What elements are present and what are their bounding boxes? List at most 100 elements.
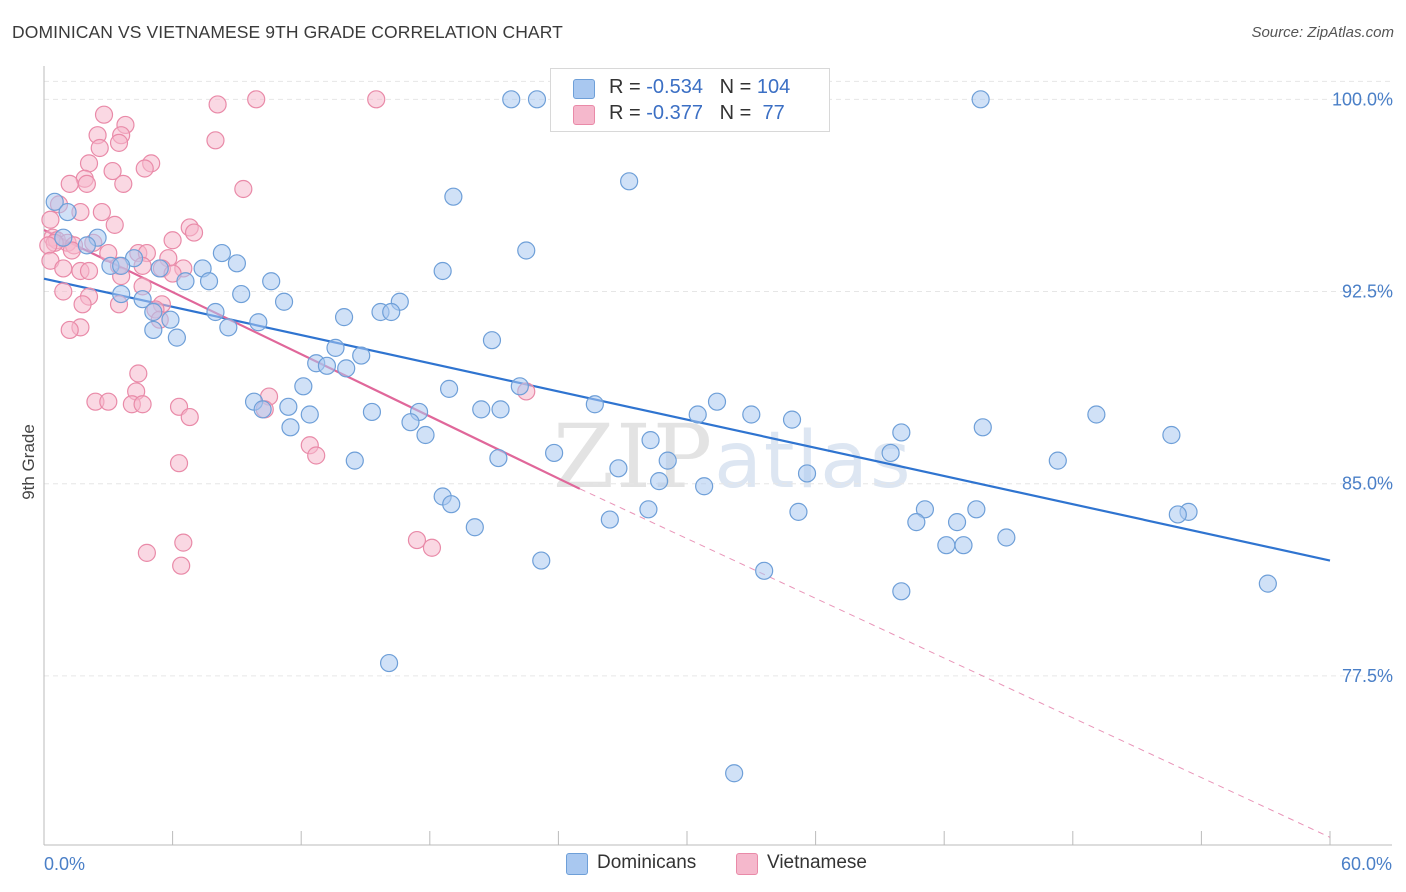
- point-dominicans: [937, 536, 956, 555]
- point-dominicans: [345, 451, 364, 470]
- legend-n-label: N =: [719, 76, 752, 98]
- point-vietnamese: [367, 90, 386, 109]
- point-vietnamese: [60, 174, 79, 193]
- point-dominicans: [150, 259, 169, 278]
- point-vietnamese: [90, 138, 109, 158]
- point-dominicans: [755, 561, 774, 580]
- bottom-legend-label-dominicans: Dominicans: [597, 852, 697, 873]
- point-vietnamese: [422, 538, 442, 557]
- point-dominicans: [954, 536, 973, 555]
- y-tick-label: 92.5%: [1342, 282, 1393, 302]
- point-dominicans: [532, 551, 551, 570]
- point-dominicans: [472, 400, 491, 419]
- point-dominicans: [362, 402, 382, 422]
- legend-n-value: 104: [756, 76, 791, 98]
- point-dominicans: [797, 464, 817, 483]
- point-dominicans: [491, 400, 510, 419]
- chart-title: DOMINICAN VS VIETNAMESE 9TH GRADE CORREL…: [12, 22, 563, 42]
- legend-text-dominicans: R = -0.534 N = 104: [609, 76, 790, 99]
- legend-r-label: R =: [609, 76, 641, 98]
- point-dominicans: [489, 448, 508, 468]
- point-vietnamese: [103, 161, 122, 181]
- point-dominicans: [1258, 574, 1277, 593]
- point-dominicans: [219, 318, 238, 337]
- point-vietnamese: [206, 131, 225, 150]
- point-dominicans: [382, 302, 401, 322]
- point-dominicans: [176, 272, 195, 291]
- y-axis-label: 9th Grade: [19, 424, 38, 500]
- point-dominicans: [947, 513, 967, 532]
- point-vietnamese: [137, 543, 156, 562]
- point-vietnamese: [174, 533, 193, 552]
- point-vietnamese: [307, 446, 326, 465]
- bottom-legend-label-vietnamese: Vietnamese: [767, 852, 867, 873]
- watermark-zip: ZIP: [553, 405, 715, 508]
- point-dominicans: [433, 261, 452, 281]
- data-points: [39, 90, 1277, 783]
- point-dominicans: [212, 243, 231, 263]
- point-dominicans: [688, 405, 707, 424]
- correlation-legend: R = -0.534 N = 104 R = -0.377 N = 77: [550, 68, 830, 132]
- point-vietnamese: [60, 320, 79, 340]
- point-dominicans: [620, 172, 639, 191]
- point-vietnamese: [247, 90, 266, 109]
- point-vietnamese: [77, 174, 96, 193]
- point-dominicans: [337, 359, 356, 378]
- legend-swatch-dominicans: [573, 79, 595, 99]
- point-dominicans: [465, 518, 484, 537]
- point-dominicans: [77, 236, 96, 255]
- point-dominicans: [892, 582, 911, 601]
- point-vietnamese: [208, 95, 227, 114]
- legend-row-dominicans: R = -0.534 N = 104: [551, 75, 829, 101]
- point-vietnamese: [133, 395, 152, 414]
- point-vietnamese: [407, 530, 427, 550]
- point-vietnamese: [129, 364, 148, 383]
- point-dominicans: [971, 90, 990, 109]
- point-dominicans: [112, 284, 131, 304]
- x-tick-label: 0.0%: [44, 854, 85, 874]
- point-dominicans: [907, 513, 926, 532]
- point-dominicans: [279, 397, 298, 416]
- point-vietnamese: [94, 105, 114, 124]
- legend-n-label: N =: [719, 102, 752, 124]
- point-dominicans: [334, 308, 354, 327]
- point-dominicans: [585, 395, 604, 414]
- point-dominicans: [782, 410, 802, 429]
- legend-r-label: R =: [609, 102, 641, 124]
- point-dominicans: [915, 500, 935, 519]
- point-dominicans: [650, 472, 669, 491]
- point-dominicans: [609, 459, 628, 478]
- point-vietnamese: [114, 174, 133, 193]
- point-vietnamese: [39, 236, 58, 255]
- x-tick-label: 60.0%: [1341, 854, 1392, 874]
- point-dominicans: [639, 500, 658, 519]
- point-dominicans: [545, 443, 564, 463]
- point-vietnamese: [79, 154, 99, 173]
- tick-labels: 100.0% 92.5% 85.0% 77.5% 0.0% 60.0%: [44, 89, 1393, 874]
- point-dominicans: [442, 495, 461, 514]
- y-tick-label: 85.0%: [1342, 474, 1393, 494]
- point-vietnamese: [73, 295, 92, 314]
- point-vietnamese: [54, 259, 73, 278]
- point-dominicans: [1168, 505, 1187, 524]
- bottom-legend-swatch-dominicans: [566, 853, 588, 875]
- point-dominicans: [379, 653, 399, 673]
- point-dominicans: [789, 502, 808, 521]
- point-vietnamese: [99, 392, 118, 411]
- point-dominicans: [695, 477, 714, 496]
- point-dominicans: [58, 202, 77, 222]
- point-dominicans: [641, 431, 660, 450]
- point-vietnamese: [135, 159, 154, 178]
- point-vietnamese: [54, 282, 73, 301]
- point-vietnamese: [184, 223, 204, 242]
- axes: [43, 66, 1392, 846]
- point-dominicans: [1087, 405, 1106, 424]
- trend-line-dominicans: [43, 277, 1331, 562]
- point-vietnamese: [169, 454, 189, 473]
- point-vietnamese: [180, 407, 199, 427]
- source-label: Source: ZipAtlas.com: [1251, 24, 1394, 41]
- trend-lines: [43, 229, 1331, 838]
- point-dominicans: [167, 328, 186, 347]
- legend-text-vietnamese: R = -0.377 N = 77: [609, 102, 785, 125]
